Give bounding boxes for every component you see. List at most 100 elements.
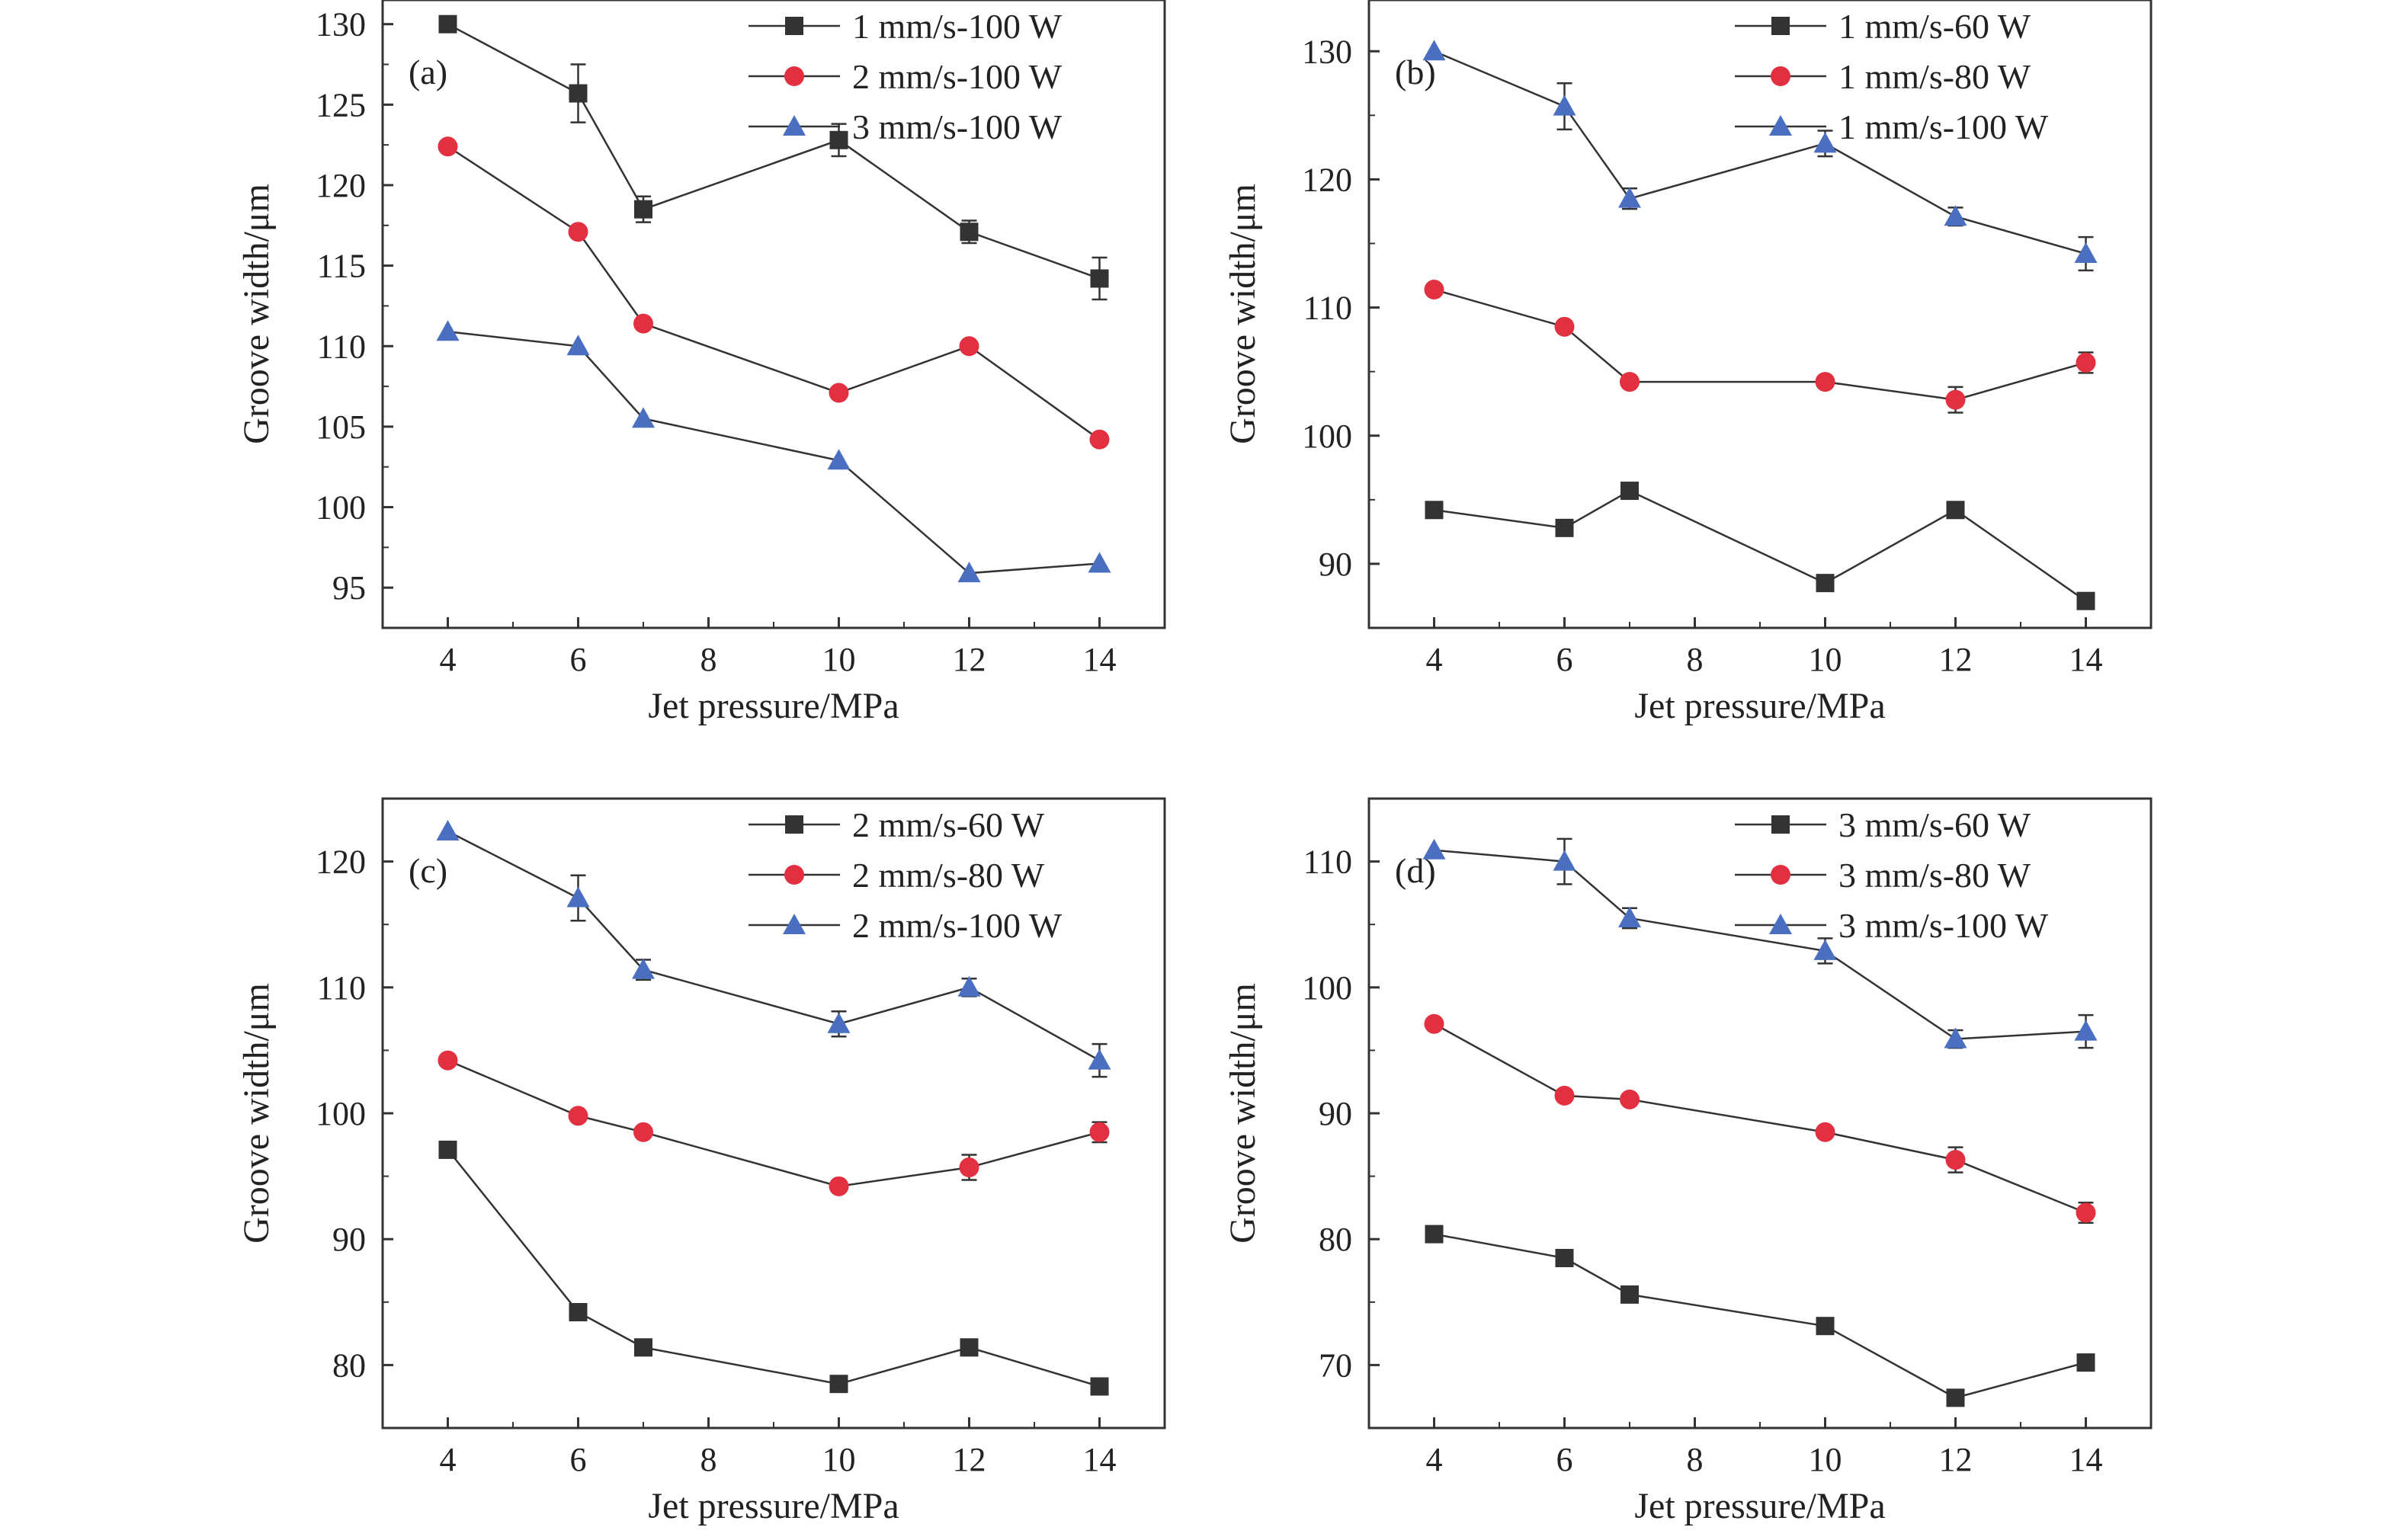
data-point [566, 886, 590, 908]
data-point [1944, 1027, 1967, 1049]
series-2 [1424, 1013, 2096, 1224]
data-point [632, 958, 655, 979]
data-point [634, 1338, 652, 1357]
legend-label: 1 mm/s-100 W [1838, 107, 2049, 146]
x-tick-label: 4 [440, 1441, 457, 1478]
data-point [957, 975, 981, 997]
data-point [957, 562, 981, 583]
legend: 1 mm/s-60 W 1 mm/s-80 W 1 mm/s-100 W [1735, 7, 2049, 146]
data-point [1815, 1122, 1835, 1142]
data-point [2074, 242, 2098, 263]
y-tick-label: 110 [1303, 844, 1352, 881]
legend-label: 2 mm/s-100 W [852, 57, 1063, 96]
legend-label: 1 mm/s-80 W [1838, 57, 2031, 96]
data-point [1554, 1085, 1575, 1106]
data-point [1816, 1317, 1835, 1336]
data-point [1090, 269, 1109, 288]
legend-marker [1769, 115, 1792, 136]
x-tick-label: 12 [953, 1441, 986, 1478]
x-tick-label: 10 [1809, 1441, 1842, 1478]
data-point [1089, 429, 1110, 450]
x-tick-label: 6 [570, 641, 587, 678]
data-point [1422, 838, 1446, 860]
data-point [2076, 352, 2096, 373]
series-line [1434, 1233, 2086, 1399]
legend-label: 3 mm/s-100 W [852, 107, 1063, 146]
data-point [827, 1012, 851, 1033]
x-tick-label: 8 [700, 641, 717, 678]
panel-c: 4 6 8 10 12 14 80 90 100 110 120 Jet pressure/MPa Gr… [236, 797, 1166, 1526]
data-point [1088, 552, 1111, 573]
x-tick-label: 4 [1426, 1441, 1443, 1478]
data-point [829, 1176, 849, 1196]
legend-marker [783, 115, 806, 136]
x-tick-label: 10 [822, 641, 856, 678]
data-point [1946, 1388, 1965, 1407]
data-point [1088, 1049, 1111, 1070]
data-point [959, 1157, 979, 1178]
data-point [438, 1140, 457, 1159]
series-line [447, 146, 1101, 440]
series-1 [438, 14, 1109, 301]
y-tick-label: 120 [1302, 161, 1352, 198]
data-point [1945, 389, 1966, 410]
y-tick-label: 90 [1319, 546, 1352, 583]
data-point [960, 1338, 979, 1357]
y-tick-label: 100 [1302, 969, 1352, 1007]
y-tick-label: 90 [332, 1221, 366, 1258]
legend-marker [784, 66, 804, 86]
data-point [2074, 1020, 2098, 1041]
y-axis-title: Groove width/μm [236, 983, 277, 1244]
x-tick-label: 10 [1809, 641, 1842, 678]
x-tick-label: 8 [700, 1441, 717, 1478]
data-point [1425, 501, 1444, 520]
data-point [829, 383, 849, 403]
series-3 [1422, 837, 2098, 1049]
y-tick-label: 95 [332, 569, 366, 607]
legend-marker [784, 865, 804, 885]
series-line [1433, 1023, 2086, 1214]
data-point [438, 14, 457, 34]
series-line [1434, 849, 2086, 1040]
x-axis-title: Jet pressure/MPa [648, 686, 899, 726]
y-tick-label: 105 [316, 408, 366, 446]
data-point [436, 320, 460, 341]
data-point [1553, 850, 1576, 871]
data-point [2076, 1202, 2096, 1223]
x-tick-label: 6 [570, 1441, 587, 1478]
legend-marker [783, 914, 806, 934]
data-point [436, 819, 460, 840]
x-tick-label: 8 [1687, 641, 1704, 678]
x-tick-label: 14 [2069, 1441, 2103, 1478]
legend: 2 mm/s-60 W 2 mm/s-80 W 2 mm/s-100 W [749, 805, 1063, 945]
legend-label: 1 mm/s-60 W [1838, 7, 2031, 46]
panel-label: (c) [409, 851, 447, 890]
data-point [1815, 372, 1835, 392]
y-axis-title: Groove width/μm [1223, 983, 1263, 1244]
series-line [447, 830, 1101, 1061]
data-point [1553, 94, 1576, 116]
data-point [1813, 939, 1837, 960]
data-point [1618, 906, 1641, 927]
data-point [1946, 501, 1965, 520]
panel-d: 4 6 8 10 12 14 70 80 90 100 110 Jet pressure/MPa Gro… [1223, 797, 2153, 1526]
panel-b: 4 6 8 10 12 14 90 100 110 120 130 Jet pressure/MPa G… [1223, 0, 2153, 726]
data-point [569, 1303, 588, 1322]
series-line [447, 1059, 1100, 1188]
series-3 [436, 819, 1111, 1078]
data-point [960, 223, 979, 242]
y-tick-label: 110 [317, 969, 366, 1007]
legend-marker [1771, 815, 1790, 834]
legend-label: 1 mm/s-100 W [852, 7, 1063, 46]
y-tick-label: 100 [1302, 418, 1352, 455]
x-tick-label: 8 [1687, 1441, 1704, 1478]
data-point [1620, 482, 1639, 501]
y-tick-label: 70 [1319, 1346, 1352, 1384]
data-point [827, 449, 851, 470]
legend-marker [785, 17, 803, 35]
data-point [2076, 1353, 2095, 1372]
data-point [1620, 1089, 1640, 1109]
legend-marker [1769, 914, 1792, 934]
